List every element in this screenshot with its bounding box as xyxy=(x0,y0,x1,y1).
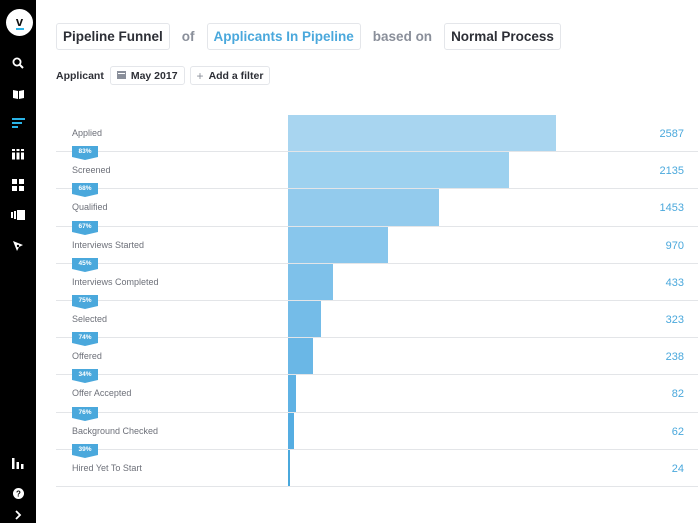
report-header: Pipeline Funnel of Applicants In Pipelin… xyxy=(56,23,561,50)
funnel-bar[interactable] xyxy=(288,412,294,449)
stage-count[interactable]: 82 xyxy=(671,388,684,401)
funnel-row[interactable]: Qualified 1453 68% xyxy=(56,183,698,227)
stage-count[interactable]: 2135 xyxy=(659,165,684,178)
sidebar-item-search[interactable] xyxy=(8,55,28,71)
stage-label: Interviews Started xyxy=(72,239,145,250)
stage-count[interactable]: 238 xyxy=(665,351,684,364)
search-icon xyxy=(12,57,24,69)
funnel-bar[interactable] xyxy=(288,300,321,338)
funnel-row[interactable]: Interviews Started 970 67% xyxy=(56,220,698,264)
stage-count[interactable]: 970 xyxy=(665,239,684,252)
cards-icon xyxy=(11,210,25,220)
sidebar-item-bar-chart[interactable] xyxy=(8,455,28,471)
stage-label: Selected xyxy=(72,313,108,324)
grid-icon xyxy=(12,179,24,191)
based-on-label: based on xyxy=(372,29,433,44)
funnel-row[interactable]: Applied 2587 xyxy=(56,115,698,153)
funnel-chart: Applied 2587 Screened 2135 83% Qualified 1453 6… xyxy=(56,115,698,487)
stage-count[interactable]: 433 xyxy=(665,276,684,289)
conversion-rate-badge: 76% xyxy=(72,406,98,421)
population-selector[interactable]: Applicants In Pipeline xyxy=(206,23,361,50)
expand-chevron-icon xyxy=(14,510,22,520)
funnel-bar[interactable] xyxy=(288,338,313,375)
stage-label: Background Checked xyxy=(72,425,159,436)
sidebar-item-grid[interactable] xyxy=(8,177,28,193)
report-type-selector[interactable]: Pipeline Funnel xyxy=(56,23,170,50)
date-filter-label: May 2017 xyxy=(130,69,178,82)
funnel-row[interactable]: Background Checked 62 76% xyxy=(56,406,698,450)
conversion-rate-badge: 75% xyxy=(72,294,98,309)
help-icon: ? xyxy=(12,487,24,499)
funnel-row[interactable]: Offer Accepted 82 34% xyxy=(56,369,698,413)
conversion-rate-badge: 68% xyxy=(72,183,98,198)
conversion-rate-badge: 74% xyxy=(72,332,98,347)
calendar-icon xyxy=(116,70,126,82)
filter-label: Applicant xyxy=(56,69,104,82)
stage-label: Interviews Completed xyxy=(72,276,159,287)
conversion-rate-badge: 83% xyxy=(72,146,98,161)
stage-count[interactable]: 2587 xyxy=(659,128,684,140)
sidebar-item-book[interactable] xyxy=(8,86,28,102)
funnel-bar[interactable] xyxy=(288,449,290,486)
date-filter-chip[interactable]: May 2017 xyxy=(109,66,185,85)
add-filter-button[interactable]: + Add a filter xyxy=(189,66,271,85)
add-filter-label: Add a filter xyxy=(208,69,264,82)
funnel-row[interactable]: Hired Yet To Start 24 39% xyxy=(56,443,698,487)
stage-count[interactable]: 323 xyxy=(665,313,684,326)
funnel-row[interactable]: Offered 238 74% xyxy=(56,332,698,376)
stage-count[interactable]: 62 xyxy=(671,425,684,438)
sidebar: v ? xyxy=(0,0,36,523)
funnel-row[interactable]: Screened 2135 83% xyxy=(56,146,698,190)
stage-label: Applied xyxy=(72,128,103,138)
funnel-row[interactable]: Selected 323 75% xyxy=(56,294,698,339)
funnel-report-icon xyxy=(11,117,25,129)
process-selector[interactable]: Normal Process xyxy=(444,23,561,50)
main-content: Pipeline Funnel of Applicants In Pipelin… xyxy=(36,0,698,523)
funnel-bar[interactable] xyxy=(288,226,388,263)
columns-icon xyxy=(12,148,24,160)
funnel-bar[interactable] xyxy=(288,375,296,412)
conversion-rate-badge: 45% xyxy=(72,257,98,272)
sidebar-item-columns[interactable] xyxy=(8,146,28,162)
stage-count[interactable]: 1453 xyxy=(659,202,684,215)
conversion-rate-badge: 39% xyxy=(72,443,98,458)
stage-label: Offer Accepted xyxy=(72,388,132,399)
plus-icon: + xyxy=(196,68,204,83)
of-label: of xyxy=(181,29,195,44)
book-icon xyxy=(12,89,25,100)
svg-text:?: ? xyxy=(16,489,21,498)
sidebar-item-compass[interactable] xyxy=(8,238,28,254)
funnel-bar[interactable] xyxy=(288,263,333,300)
funnel-bar[interactable] xyxy=(288,189,439,226)
funnel-bar[interactable] xyxy=(288,152,509,189)
bar-chart-icon xyxy=(12,457,24,469)
sidebar-item-funnel-report[interactable] xyxy=(8,115,28,131)
conversion-rate-badge: 34% xyxy=(72,369,98,384)
app-logo[interactable]: v xyxy=(6,9,33,36)
filter-bar: Applicant May 2017 + Add a filter xyxy=(56,66,275,85)
stage-label: Qualified xyxy=(72,202,108,213)
stage-label: Offered xyxy=(72,351,102,362)
funnel-bar[interactable] xyxy=(288,115,556,152)
sidebar-item-help[interactable]: ? xyxy=(8,485,28,501)
conversion-rate-badge: 67% xyxy=(72,220,98,235)
sidebar-item-cards[interactable] xyxy=(8,207,28,223)
stage-count[interactable]: 24 xyxy=(671,462,684,475)
compass-icon xyxy=(12,240,24,252)
logo-underline xyxy=(15,27,24,30)
logo-letter: v xyxy=(15,13,24,29)
stage-label: Hired Yet To Start xyxy=(72,462,142,473)
sidebar-item-expand-chevron[interactable] xyxy=(8,507,28,523)
stage-label: Screened xyxy=(72,165,111,176)
funnel-row[interactable]: Interviews Completed 433 45% xyxy=(56,257,698,301)
